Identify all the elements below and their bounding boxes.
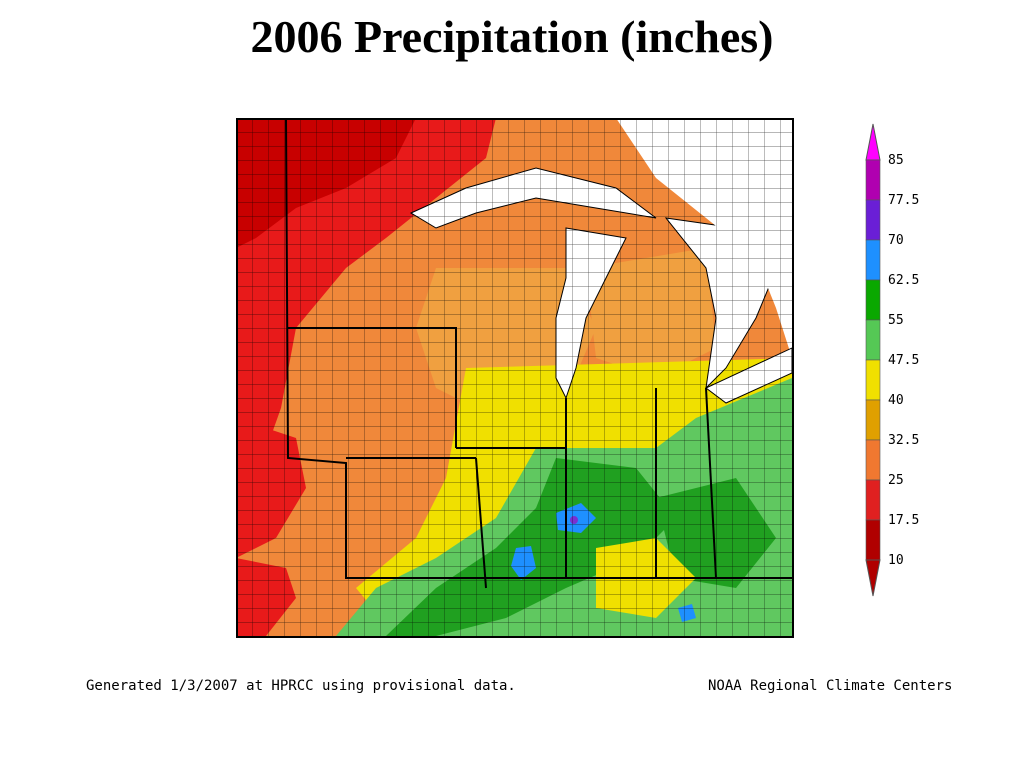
legend-swatch <box>865 439 881 481</box>
legend-label: 77.5 <box>888 193 919 208</box>
map-title: 2006 Precipitation (inches) <box>250 11 774 62</box>
legend-swatch <box>865 399 881 441</box>
legend-label: 85 <box>888 153 904 168</box>
precipitation-map <box>236 118 796 640</box>
legend-label: 47.5 <box>888 353 919 368</box>
generated-note: Generated 1/3/2007 at HPRCC using provis… <box>86 678 516 694</box>
legend-label: 40 <box>888 393 904 408</box>
legend-label: 17.5 <box>888 513 919 528</box>
legend-swatch <box>865 319 881 361</box>
legend-swatch <box>865 279 881 321</box>
legend-swatch <box>865 479 881 521</box>
legend-swatch <box>865 519 881 561</box>
precipitation-legend: 85 77.5 70 62.5 55 47.5 40 32.5 25 17.5 10 <box>860 120 940 600</box>
agency-credit: NOAA Regional Climate Centers <box>708 678 953 694</box>
legend-swatch <box>865 239 881 281</box>
legend-label: 70 <box>888 233 904 248</box>
county-grid <box>236 118 792 636</box>
map-svg <box>236 118 794 638</box>
legend-bottom-arrow <box>865 559 881 597</box>
legend-top-arrow <box>865 123 881 161</box>
legend-swatch <box>865 159 881 201</box>
legend-label: 25 <box>888 473 904 488</box>
legend-label: 32.5 <box>888 433 919 448</box>
legend-svg: 85 77.5 70 62.5 55 47.5 40 32.5 25 17.5 10 <box>865 123 919 597</box>
legend-swatch <box>865 359 881 401</box>
map-frame <box>236 118 794 638</box>
legend-swatch <box>865 199 881 241</box>
legend-label: 10 <box>888 553 904 568</box>
legend-label: 55 <box>888 313 904 328</box>
legend-label: 62.5 <box>888 273 919 288</box>
state-borders <box>285 118 792 589</box>
